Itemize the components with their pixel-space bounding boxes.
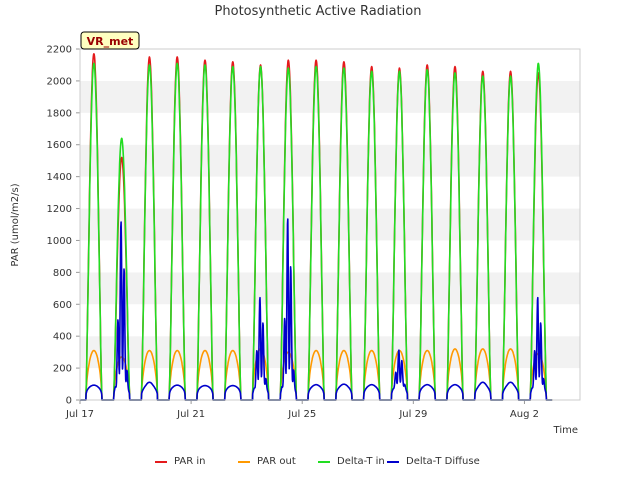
grid-band bbox=[80, 80, 580, 113]
grid-band bbox=[80, 272, 580, 305]
y-axis-ticks: 0 200 400 600 800 1000 1200 1400 1600 1800 2000 220… bbox=[47, 45, 80, 407]
x-tick-label: Jul 21 bbox=[176, 409, 205, 420]
x-tick-label: Jul 29 bbox=[398, 409, 427, 420]
legend-label-delta-t-diffuse: Delta-T Diffuse bbox=[406, 456, 480, 467]
x-tick-label: Aug 2 bbox=[510, 409, 539, 420]
y-tick-label: 2000 bbox=[47, 76, 72, 87]
grid-band bbox=[80, 304, 580, 337]
y-tick-label: 800 bbox=[53, 268, 72, 279]
site-label: VR_met bbox=[87, 35, 134, 48]
grid-band bbox=[80, 240, 580, 273]
legend-label-delta-t-in: Delta-T in bbox=[337, 456, 385, 467]
y-tick-label: 400 bbox=[53, 332, 72, 343]
x-tick-label: Jul 17 bbox=[65, 409, 94, 420]
x-axis-label: Time bbox=[553, 425, 578, 436]
legend-label-par-out: PAR out bbox=[257, 456, 296, 467]
grid-band bbox=[80, 176, 580, 209]
y-tick-label: 200 bbox=[53, 364, 72, 375]
legend-label-par-in: PAR in bbox=[174, 456, 205, 467]
y-tick-label: 1600 bbox=[47, 140, 72, 151]
y-tick-label: 600 bbox=[53, 300, 72, 311]
y-tick-label: 1000 bbox=[47, 236, 72, 247]
grid-bands bbox=[80, 49, 580, 400]
y-tick-label: 2200 bbox=[47, 45, 72, 56]
site-badge: VR_met bbox=[80, 31, 140, 50]
y-tick-label: 1200 bbox=[47, 204, 72, 215]
grid-band bbox=[80, 49, 580, 81]
y-tick-label: 1400 bbox=[47, 172, 72, 183]
x-tick-label: Jul 25 bbox=[287, 409, 316, 420]
y-tick-label: 0 bbox=[66, 396, 72, 407]
grid-band bbox=[80, 144, 580, 177]
grid-band bbox=[80, 368, 580, 400]
grid-band bbox=[80, 112, 580, 145]
grid-band bbox=[80, 208, 580, 241]
grid-band bbox=[80, 336, 580, 369]
plot-frame bbox=[79, 48, 581, 401]
y-tick-label: 1800 bbox=[47, 108, 72, 119]
legend: PAR in PAR out Delta-T in Delta-T Diffuse bbox=[155, 456, 480, 467]
y-axis-label: PAR (umol/m2/s) bbox=[10, 183, 21, 266]
x-axis-ticks: Jul 17 Jul 21 Jul 25 Jul 29 Aug 2 bbox=[65, 400, 539, 420]
chart-title: Photosynthetic Active Radiation bbox=[215, 4, 422, 19]
